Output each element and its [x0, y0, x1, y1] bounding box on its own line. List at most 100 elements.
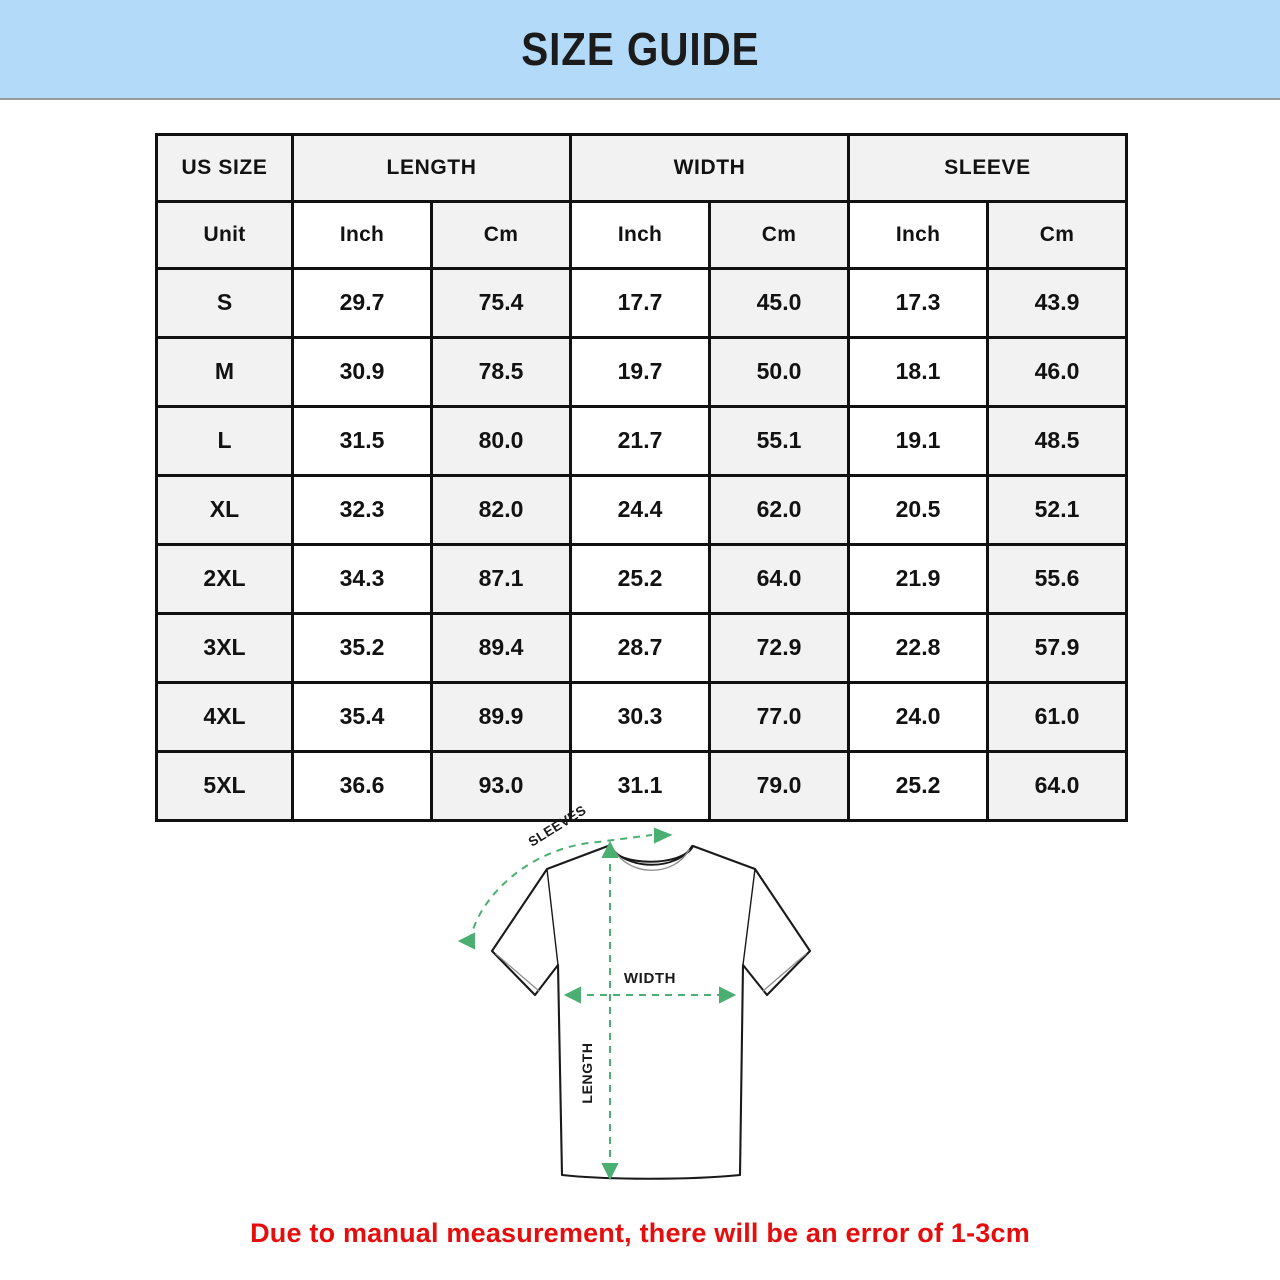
tshirt-outline-icon — [490, 844, 812, 1180]
header-width: WIDTH — [568, 133, 851, 203]
table-row: 2XL 34.3 87.1 25.2 64.0 21.9 55.6 — [155, 543, 1129, 615]
cell-length-inch-value: 34.3 — [339, 565, 385, 592]
header-sleeve-cm: Cm — [986, 200, 1129, 270]
table-row: 4XL 35.4 89.9 30.3 77.0 24.0 61.0 — [155, 681, 1129, 753]
cell-length-inch-value: 36.6 — [339, 772, 385, 799]
table-row: XL 32.3 82.0 24.4 62.0 20.5 52.1 — [155, 474, 1129, 546]
cell-sleeve-cm-value: 46.0 — [1034, 358, 1080, 385]
cell-width-inch: 31.1 — [569, 750, 711, 822]
cell-sleeve-cm: 52.1 — [986, 474, 1129, 546]
header-sleeve-cm-label: Cm — [1039, 223, 1075, 247]
header-unit-label: Unit — [203, 223, 246, 247]
cell-length-cm: 93.0 — [430, 750, 572, 822]
cell-width-cm: 62.0 — [707, 474, 851, 546]
cell-width-inch-value: 17.7 — [617, 289, 663, 316]
cell-length-inch-value: 32.3 — [339, 496, 385, 523]
cell-length-cm-value: 78.5 — [478, 358, 524, 385]
header-width-inch-label: Inch — [617, 223, 663, 247]
cell-length-cm-value: 89.9 — [478, 703, 524, 730]
sleeves-guide-line — [469, 834, 653, 942]
sleeves-arrow-right-icon — [654, 827, 673, 844]
cell-length-inch-value: 30.9 — [339, 358, 385, 385]
header-length-cm: Cm — [430, 200, 572, 270]
cell-sleeve-inch-value: 19.1 — [895, 427, 941, 454]
cell-size: 4XL — [155, 681, 294, 753]
cell-width-cm-value: 50.0 — [756, 358, 802, 385]
cell-sleeve-inch-value: 24.0 — [895, 703, 941, 730]
label-width: WIDTH — [624, 970, 676, 987]
label-sleeves: SLEEVES — [526, 805, 589, 850]
cell-size-value: L — [217, 427, 232, 454]
cell-size-value: XL — [209, 496, 240, 523]
cell-sleeve-cm-value: 61.0 — [1034, 703, 1080, 730]
cell-sleeve-inch: 18.1 — [847, 336, 990, 408]
cell-width-cm-value: 62.0 — [756, 496, 802, 523]
cell-length-cm-value: 87.1 — [478, 565, 524, 592]
size-table-container: US SIZE LENGTH WIDTH SLEEVE Unit Inch Cm… — [155, 133, 1129, 822]
cell-width-inch-value: 30.3 — [617, 703, 663, 730]
cell-sleeve-inch-value: 25.2 — [895, 772, 941, 799]
table-row: M 30.9 78.5 19.7 50.0 18.1 46.0 — [155, 336, 1129, 408]
header-length-label: LENGTH — [386, 156, 477, 180]
cell-size-value: 2XL — [203, 565, 246, 592]
header-us-size-label: US SIZE — [181, 156, 268, 180]
cell-length-cm: 75.4 — [430, 267, 572, 339]
cell-sleeve-inch: 20.5 — [847, 474, 990, 546]
cell-length-cm-value: 89.4 — [478, 634, 524, 661]
table-header-group-row: US SIZE LENGTH WIDTH SLEEVE — [155, 133, 1129, 203]
cell-width-inch: 19.7 — [569, 336, 711, 408]
cell-sleeve-cm: 61.0 — [986, 681, 1129, 753]
width-arrow-left-icon — [563, 986, 581, 1004]
cell-sleeve-inch: 22.8 — [847, 612, 990, 684]
size-table-body: S 29.7 75.4 17.7 45.0 17.3 43.9 M 30.9 78.5 19.7 50… — [155, 267, 1129, 822]
cell-sleeve-inch-value: 22.8 — [895, 634, 941, 661]
label-length: LENGTH — [579, 1042, 595, 1103]
cell-sleeve-inch: 19.1 — [847, 405, 990, 477]
cell-length-inch: 31.5 — [291, 405, 433, 477]
cell-width-cm-value: 79.0 — [756, 772, 802, 799]
cell-sleeve-cm-value: 48.5 — [1034, 427, 1080, 454]
cell-sleeve-cm: 55.6 — [986, 543, 1129, 615]
cell-sleeve-inch: 21.9 — [847, 543, 990, 615]
length-arrow-down-icon — [601, 1163, 619, 1181]
cell-sleeve-cm: 64.0 — [986, 750, 1129, 822]
header-banner: SIZE GUIDE — [0, 0, 1280, 100]
header-sleeve-inch: Inch — [847, 200, 990, 270]
cell-width-cm: 64.0 — [707, 543, 851, 615]
cell-sleeve-cm: 48.5 — [986, 405, 1129, 477]
cell-sleeve-inch-value: 20.5 — [895, 496, 941, 523]
cell-size-value: 5XL — [203, 772, 246, 799]
cell-width-inch: 21.7 — [569, 405, 711, 477]
cell-width-cm-value: 55.1 — [756, 427, 802, 454]
cell-width-cm: 72.9 — [707, 612, 851, 684]
table-row: 3XL 35.2 89.4 28.7 72.9 22.8 57.9 — [155, 612, 1129, 684]
sleeves-arrow-left-icon — [457, 932, 475, 950]
table-row: S 29.7 75.4 17.7 45.0 17.3 43.9 — [155, 267, 1129, 339]
cell-sleeve-inch: 25.2 — [847, 750, 990, 822]
table-header-unit-row: Unit Inch Cm Inch Cm Inch Cm — [155, 200, 1129, 270]
cell-width-cm-value: 72.9 — [756, 634, 802, 661]
header-width-label: WIDTH — [673, 156, 746, 180]
cell-width-cm: 50.0 — [707, 336, 851, 408]
cell-width-inch-value: 25.2 — [617, 565, 663, 592]
cell-size: S — [155, 267, 294, 339]
cell-width-inch: 17.7 — [569, 267, 711, 339]
cell-sleeve-inch-value: 18.1 — [895, 358, 941, 385]
cell-sleeve-cm: 43.9 — [986, 267, 1129, 339]
cell-width-inch-value: 28.7 — [617, 634, 663, 661]
header-length-inch: Inch — [291, 200, 433, 270]
cell-width-inch-value: 31.1 — [617, 772, 663, 799]
cell-width-cm: 55.1 — [707, 405, 851, 477]
cell-size-value: 4XL — [203, 703, 246, 730]
cell-width-cm: 45.0 — [707, 267, 851, 339]
header-us-size: US SIZE — [155, 133, 294, 203]
cell-length-cm: 80.0 — [430, 405, 572, 477]
cell-size-value: S — [216, 289, 233, 316]
tshirt-measurement-diagram: SLEEVES WIDTH LENGTH — [440, 805, 860, 1200]
cell-length-inch-value: 31.5 — [339, 427, 385, 454]
cell-size-value: 3XL — [203, 634, 246, 661]
size-chart-table: US SIZE LENGTH WIDTH SLEEVE Unit Inch Cm… — [155, 133, 1129, 822]
cell-length-inch: 29.7 — [291, 267, 433, 339]
cell-length-cm: 89.9 — [430, 681, 572, 753]
header-width-inch: Inch — [569, 200, 711, 270]
